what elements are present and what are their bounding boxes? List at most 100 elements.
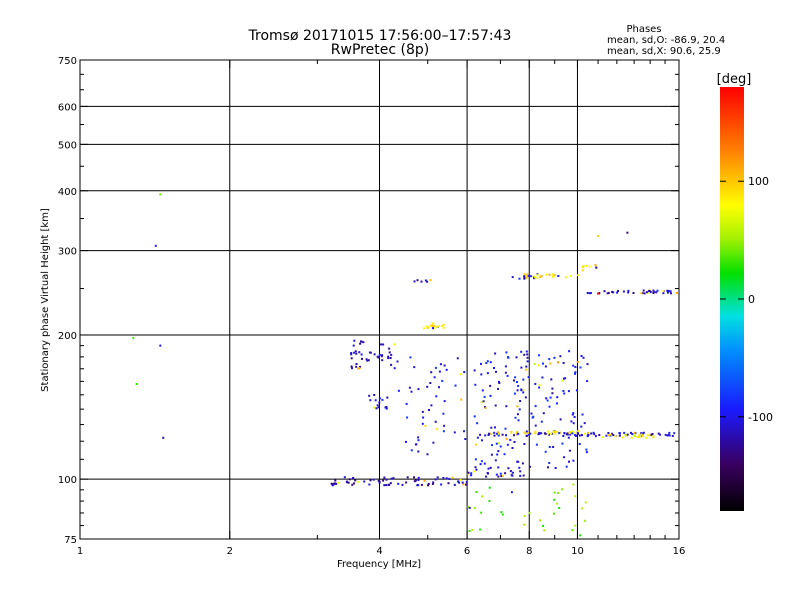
echo-point (375, 407, 378, 410)
echo-point (638, 434, 641, 437)
echo-point (562, 390, 565, 392)
echo-point (525, 276, 528, 279)
echo-point (473, 507, 476, 510)
echo-point (546, 430, 549, 433)
colorbar-tick-label: 0 (748, 293, 755, 306)
echo-point (479, 433, 482, 436)
echo-point (550, 432, 553, 435)
echo-point (581, 269, 584, 272)
echo-point (515, 356, 518, 359)
echo-point (409, 356, 412, 359)
echo-point (494, 352, 497, 355)
echo-point (602, 436, 605, 439)
echo-point (634, 435, 637, 437)
echo-point (484, 406, 487, 409)
echo-point (507, 467, 510, 470)
echo-point (641, 434, 644, 437)
echo-point (485, 362, 488, 364)
echo-point (509, 470, 512, 473)
echo-point (640, 432, 643, 435)
echo-point (521, 462, 524, 465)
echo-point (488, 499, 491, 502)
echo-point (355, 352, 358, 355)
echo-point (640, 292, 643, 295)
echo-point (420, 280, 423, 283)
echo-point (633, 434, 635, 437)
echo-point (506, 374, 509, 377)
echo-point (567, 390, 570, 393)
echo-point (346, 480, 348, 483)
echo-point (642, 289, 645, 292)
chart-title: Tromsø 20171015 17:56:00–17:57:43 (248, 28, 512, 44)
echo-point (581, 266, 584, 269)
echo-point (162, 436, 165, 439)
echo-point (383, 484, 386, 487)
echo-point (511, 276, 514, 279)
echo-point (653, 290, 656, 293)
echo-point (330, 482, 333, 485)
echo-point (621, 436, 624, 439)
echo-point (388, 347, 391, 350)
echo-point (569, 433, 572, 436)
echo-point (433, 325, 436, 328)
y-tick-label: 400 (58, 187, 77, 198)
echo-point (489, 466, 492, 469)
echo-point (526, 353, 529, 356)
echo-point (468, 506, 471, 509)
echo-point (434, 366, 437, 369)
echo-point (571, 413, 574, 416)
echo-point (652, 289, 655, 292)
y-tick-label: 200 (58, 331, 77, 342)
echo-point (648, 289, 650, 292)
echo-point (442, 323, 445, 326)
echo-point (587, 431, 589, 434)
echo-point (357, 367, 360, 370)
echo-point (498, 432, 501, 435)
echo-point (643, 292, 646, 295)
echo-point (581, 413, 584, 416)
echo-point (519, 470, 522, 473)
echo-point (373, 406, 376, 409)
echo-point (659, 433, 662, 436)
echo-point (523, 273, 526, 276)
echo-point (451, 476, 454, 479)
echo-point (552, 512, 555, 515)
echo-point (524, 396, 527, 399)
x-tick-label: 6 (464, 546, 470, 557)
echo-point (426, 280, 429, 283)
echo-point (606, 292, 609, 295)
echo-point (362, 341, 365, 344)
echo-point (368, 394, 371, 397)
echo-point (516, 381, 518, 383)
echo-point (531, 416, 534, 419)
echo-point (453, 431, 456, 434)
echo-point (534, 432, 537, 435)
echo-point (529, 465, 531, 468)
echo-point (652, 434, 655, 437)
echo-point (432, 327, 434, 330)
echo-point (494, 459, 497, 462)
echo-point (479, 463, 482, 466)
echo-point (465, 481, 468, 484)
echo-point (557, 361, 559, 364)
echo-point (670, 292, 672, 295)
echo-point (432, 441, 435, 444)
echo-point (510, 472, 513, 475)
echo-point (548, 358, 551, 361)
echo-point (585, 448, 588, 451)
echo-point (132, 337, 135, 340)
echo-point (572, 422, 575, 425)
echo-point (518, 408, 521, 411)
echo-point (490, 426, 493, 429)
echo-point (426, 326, 429, 329)
y-tick-label: 100 (58, 475, 77, 486)
echo-point (380, 343, 383, 346)
echo-point (546, 399, 549, 402)
echo-point (520, 350, 523, 353)
echo-point (483, 395, 486, 398)
echo-point (595, 266, 598, 269)
echo-point (504, 371, 507, 374)
echo-point (607, 291, 610, 294)
echo-point (671, 435, 674, 437)
echo-point (421, 410, 424, 413)
